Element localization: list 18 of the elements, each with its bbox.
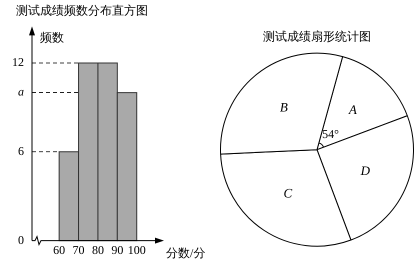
x-tick-label: 80 — [92, 242, 104, 257]
x-axis-title: 分数/分 — [166, 246, 206, 260]
slice-label: A — [348, 102, 357, 117]
y-tick-label: a — [18, 84, 24, 99]
y-tick-label: 0 — [18, 232, 24, 247]
y-axis-title: 频数 — [40, 30, 64, 45]
y-tick-label: 6 — [18, 144, 24, 158]
x-tick-label: 100 — [128, 242, 146, 257]
x-tick-label: 90 — [111, 242, 124, 257]
chart-title: 测试成绩频数分布直方图 — [16, 3, 148, 18]
chart-title: 测试成绩扇形统计图 — [263, 29, 371, 44]
x-tick-label: 60 — [53, 242, 66, 257]
slice-label: B — [280, 100, 288, 115]
text: 54° — [322, 127, 340, 142]
y-tick-label: 12 — [12, 55, 24, 70]
x-tick-label: 70 — [72, 242, 85, 257]
slice-label: D — [360, 163, 371, 178]
slice-label: C — [283, 185, 292, 200]
